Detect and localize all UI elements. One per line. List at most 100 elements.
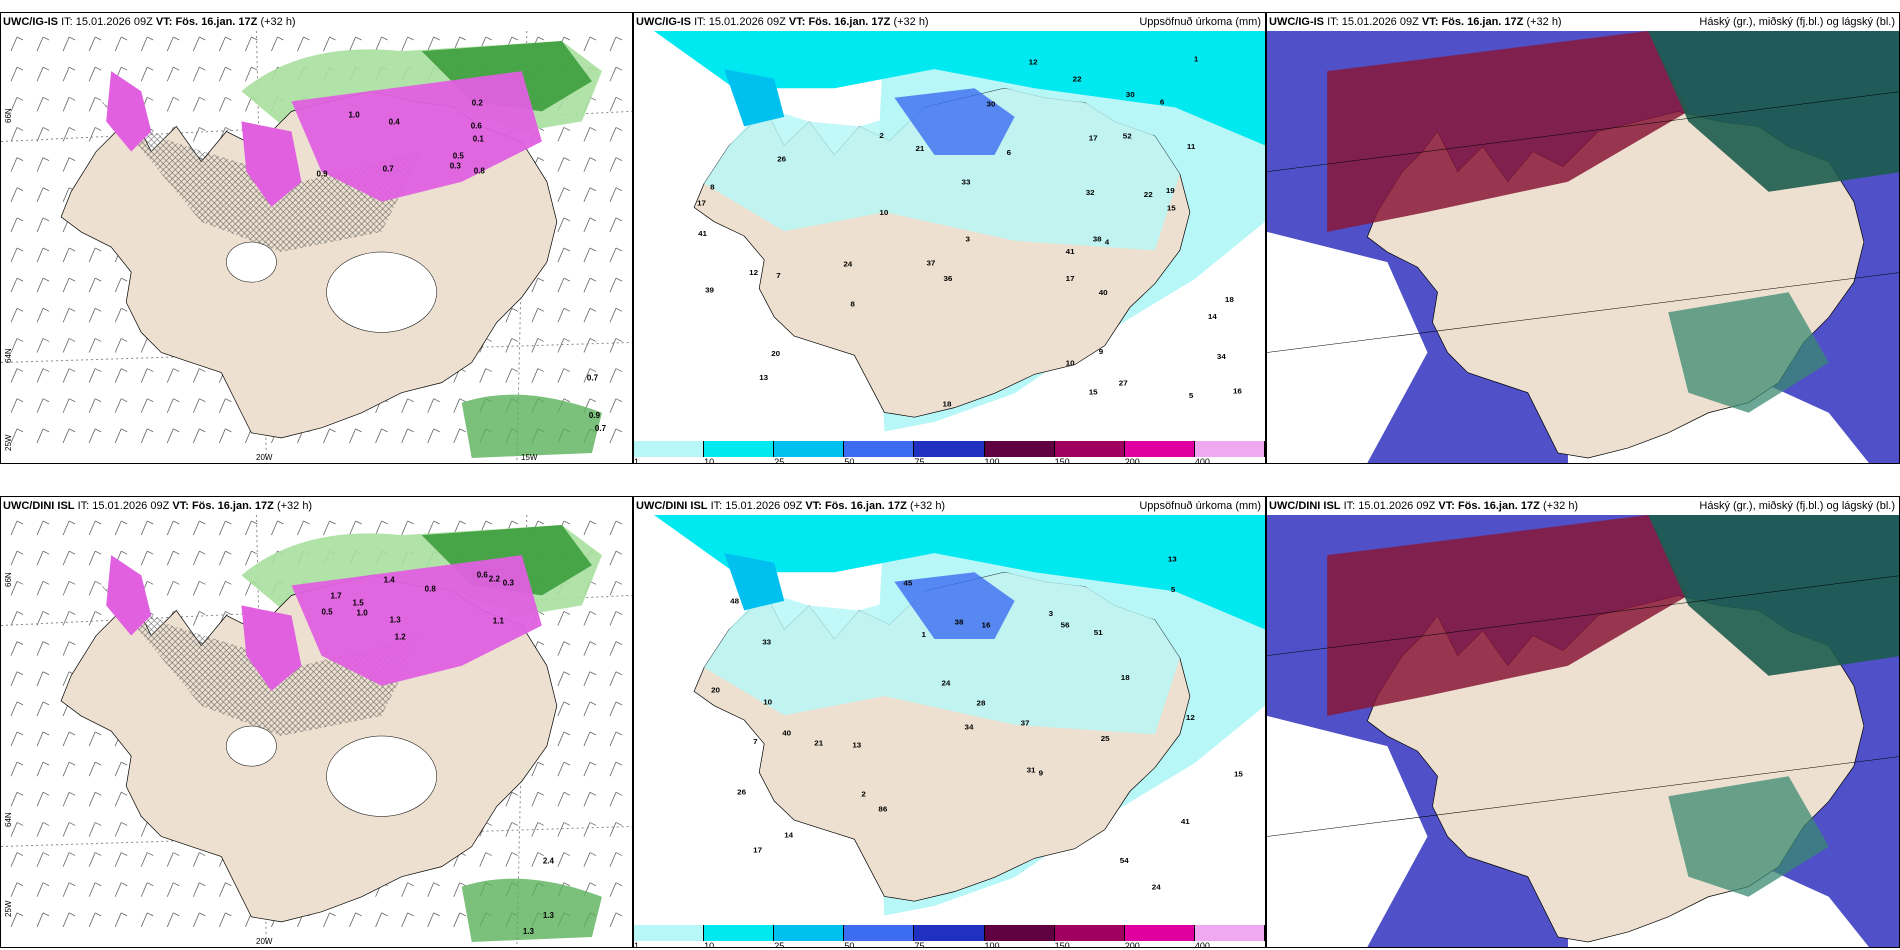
wind-barb xyxy=(609,550,623,566)
wind-barb xyxy=(609,66,623,82)
model-name: UWC/IG-IS xyxy=(636,16,691,28)
lat-label-25w: 25W xyxy=(4,900,13,917)
wind-barb xyxy=(218,428,232,444)
wind-barb xyxy=(10,791,24,807)
wind-barb xyxy=(88,277,102,293)
wind-barb xyxy=(557,852,571,867)
wind-barb xyxy=(36,428,50,444)
precip-value: 51 xyxy=(1094,628,1104,637)
snow-map[interactable]: 0.6 0.5 0.9 0.8 1.0 0.7 0.3 0.4 0.2 0.1 0.7 0.9 0.7 xyxy=(1,31,632,463)
wind-barb xyxy=(62,307,76,323)
cloud-title: Háský (gr.), miðský (fj.bl.) og lágský (… xyxy=(1699,16,1895,28)
wind-barb xyxy=(609,520,623,536)
precip-area-southeast xyxy=(461,394,602,458)
wind-barb xyxy=(583,307,597,323)
wind-barb xyxy=(427,36,440,52)
wind-barb xyxy=(505,368,518,383)
wind-barb xyxy=(36,580,50,596)
wind-barb xyxy=(10,912,24,928)
precip-value: 34 xyxy=(1217,352,1227,361)
wind-barb xyxy=(36,731,50,747)
wind-barb xyxy=(10,247,24,263)
precip-value: 28 xyxy=(977,699,987,708)
snow-map[interactable]: 1.0 1.5 1.2 1.7 2.2 1.4 0.8 0.6 0.5 1.1 1.3 0.3 1.3 2… xyxy=(1,515,632,947)
wind-barb xyxy=(609,36,623,52)
precip-value: 30 xyxy=(1126,90,1136,99)
wind-barb xyxy=(10,520,24,536)
wind-barb xyxy=(453,428,466,444)
wind-barb xyxy=(36,157,50,172)
wind-barb xyxy=(10,157,24,172)
wind-barb xyxy=(192,66,206,82)
snow-value: 0.5 xyxy=(453,152,465,161)
wind-barb xyxy=(36,307,50,323)
snow-value: 1.0 xyxy=(357,608,369,617)
colorbar-label: 50 xyxy=(844,457,855,464)
model-name: UWC/DINI ISL xyxy=(3,500,75,512)
cloud-map[interactable] xyxy=(1267,31,1899,463)
wind-barb xyxy=(88,520,102,536)
wind-barb xyxy=(10,428,24,444)
precip-value: 41 xyxy=(1066,247,1076,256)
wind-barb xyxy=(453,912,466,928)
wind-barb xyxy=(531,368,545,383)
lon-label-20w: 20W xyxy=(256,453,273,462)
wind-barb xyxy=(10,761,24,777)
precip-map[interactable]: 24 40 31 48 41 33 14 13 51 38 56 54 86 45 37 26 25 28 20 17… xyxy=(634,515,1265,925)
precip-map[interactable]: 17 18 22 14 10 52 19 33 34 27 38 41 39 40 8 5 6 12 30 21 36 4… xyxy=(634,31,1265,441)
panel-header: UWC/DINI ISL IT: 15.01.2026 09Z VT: Fös.… xyxy=(1269,499,1897,513)
it-label: IT: xyxy=(1343,500,1356,512)
colorbar-label: 150 xyxy=(1054,457,1070,464)
wind-barb xyxy=(114,852,128,867)
wind-barb xyxy=(62,247,76,263)
wind-barb xyxy=(140,912,154,928)
precip-value: 52 xyxy=(1123,132,1133,141)
precip-value: 21 xyxy=(915,144,925,153)
precip-value: 41 xyxy=(698,229,708,238)
glacier xyxy=(326,735,437,817)
wind-barb xyxy=(323,36,336,52)
precip-value: 5 xyxy=(1189,391,1194,400)
snow-value: 0.7 xyxy=(383,165,395,174)
wind-barb xyxy=(88,36,102,52)
wind-barb xyxy=(88,247,102,263)
precip-title: Uppsöfnuð úrkoma (mm) xyxy=(1139,500,1261,512)
precip-value: 17 xyxy=(1066,274,1075,283)
wind-barb xyxy=(427,398,440,413)
vt-value: Fös. 16.jan. 17Z xyxy=(824,500,907,512)
snow-value: 1.1 xyxy=(493,616,505,625)
it-value: 15.01.2026 09Z xyxy=(92,500,170,512)
wind-barb xyxy=(114,912,128,928)
precip-heavy xyxy=(724,553,785,611)
lead-time: (+32 h) xyxy=(1526,16,1562,28)
precip-value: 6 xyxy=(1007,148,1012,157)
wind-barb xyxy=(88,66,102,82)
colorbar-label: 10 xyxy=(704,941,715,948)
snow-value: 0.8 xyxy=(425,584,437,593)
colorbar-swatch xyxy=(1054,441,1125,457)
wind-barb xyxy=(62,520,76,536)
wind-barb xyxy=(323,428,336,444)
wind-barb xyxy=(88,338,102,353)
cloud-map[interactable] xyxy=(1267,515,1899,947)
snow-area xyxy=(291,555,542,686)
wind-barb xyxy=(583,822,597,837)
wind-barb xyxy=(609,307,623,323)
colorbar-swatch xyxy=(914,441,985,457)
vt-label: VT: xyxy=(172,500,189,512)
wind-barb xyxy=(36,277,50,293)
wind-barb xyxy=(62,852,76,867)
colorbar-swatch xyxy=(984,441,1055,457)
precip-value: 25 xyxy=(1101,734,1111,743)
precip-value: 2 xyxy=(861,789,866,798)
wind-barb xyxy=(583,852,597,867)
snow-value: 0.5 xyxy=(322,607,334,616)
wind-barb xyxy=(88,580,102,596)
wind-barb xyxy=(557,791,571,807)
clear-area xyxy=(1267,715,1428,947)
wind-barb xyxy=(218,96,232,112)
wind-barb xyxy=(10,307,24,323)
wind-barb xyxy=(218,550,232,566)
wind-barb xyxy=(62,368,76,383)
wind-barb xyxy=(192,882,206,897)
